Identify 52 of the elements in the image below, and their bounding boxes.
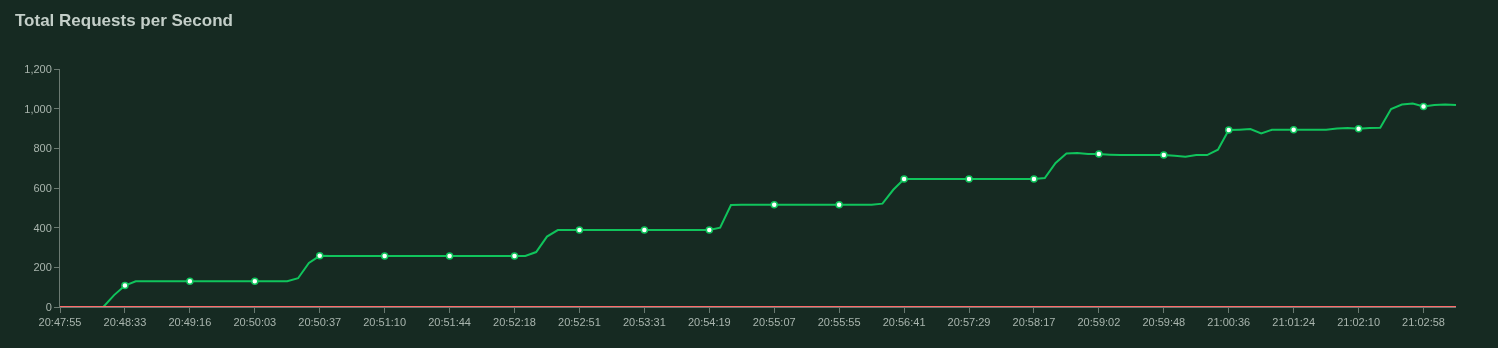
x-tick-label: 21:02:10 — [1337, 316, 1381, 329]
y-tick-label: 600 — [33, 181, 52, 194]
y-tick-label: 0 — [45, 300, 52, 313]
x-tick-label: 20:50:03 — [233, 316, 277, 329]
x-tick-label: 20:53:31 — [622, 316, 666, 329]
chart-title: Total Requests per Second — [15, 10, 233, 30]
point — [380, 252, 389, 260]
point — [1030, 175, 1038, 183]
y-tick-label: 1,000 — [24, 102, 52, 115]
point — [575, 226, 584, 234]
point — [1160, 151, 1168, 159]
x-tick-label: 20:52:51 — [558, 316, 601, 329]
x-tick-label: 21:00:36 — [1207, 316, 1251, 329]
x-tick-label: 20:49:16 — [168, 316, 212, 329]
x-tick-label: 20:47:55 — [38, 316, 82, 329]
y-tick-label: 800 — [33, 142, 52, 155]
point — [315, 252, 324, 260]
point — [770, 201, 778, 209]
y-tick-label: 200 — [33, 261, 52, 274]
point — [1354, 124, 1363, 133]
x-tick-label: 20:59:02 — [1077, 316, 1121, 329]
point — [640, 226, 649, 234]
y-tick-label: 1,200 — [24, 62, 52, 75]
point — [835, 201, 843, 209]
point — [900, 175, 908, 183]
point — [445, 252, 454, 260]
point — [510, 252, 519, 260]
x-tick-label: 20:57:29 — [947, 316, 991, 329]
x-tick-label: 20:50:37 — [298, 316, 342, 329]
point — [965, 175, 973, 183]
x-tick-label: 20:58:17 — [1012, 316, 1056, 329]
x-tick-label: 20:56:41 — [882, 316, 926, 329]
x-tick-label: 20:55:07 — [752, 316, 796, 329]
point — [1289, 125, 1298, 134]
point — [1224, 126, 1233, 134]
point — [1095, 150, 1103, 158]
x-tick-label: 20:59:48 — [1142, 316, 1186, 329]
point — [1419, 102, 1428, 111]
x-tick-label: 21:02:58 — [1402, 316, 1445, 329]
point — [186, 277, 194, 285]
point — [121, 281, 129, 290]
line-series — [102, 102, 1456, 307]
y-tick-label: 400 — [33, 221, 52, 234]
point — [251, 277, 259, 285]
point — [705, 226, 714, 234]
x-tick-label: 20:54:19 — [687, 316, 731, 329]
x-tick-label: 21:01:24 — [1272, 316, 1316, 329]
x-tick-label: 20:52:18 — [493, 316, 536, 329]
x-tick-label: 20:51:10 — [363, 316, 407, 329]
x-tick-label: 20:48:33 — [103, 316, 147, 329]
x-tick-label: 20:51:44 — [428, 316, 471, 329]
x-tick-label: 20:55:55 — [817, 316, 861, 329]
